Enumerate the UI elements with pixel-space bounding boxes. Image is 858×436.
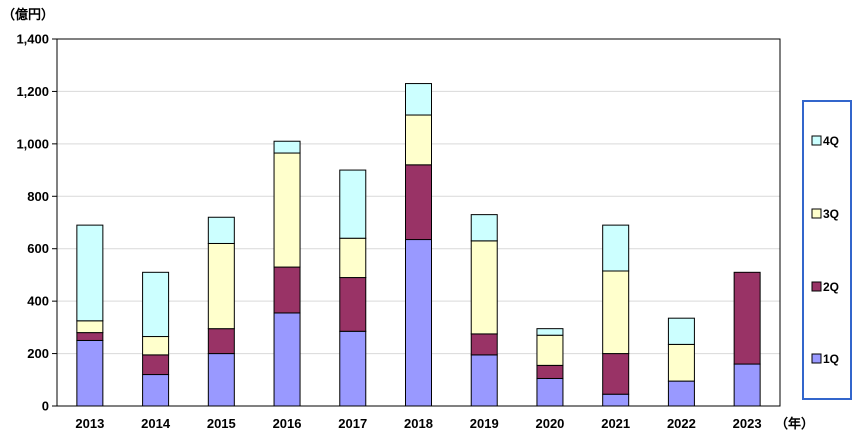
bar-2016-3Q bbox=[273, 152, 301, 268]
ytick-label-1000: 1,000 bbox=[16, 136, 49, 151]
plot-frame bbox=[56, 38, 781, 407]
axes bbox=[56, 38, 781, 407]
xtick-label-2020: 2020 bbox=[535, 416, 564, 431]
xtick-label-2019: 2019 bbox=[470, 416, 499, 431]
bar-2019-1Q bbox=[470, 354, 498, 407]
bar-2022-1Q bbox=[667, 380, 695, 407]
bar-2022-3Q bbox=[667, 343, 695, 382]
bar-2014-4Q bbox=[142, 271, 170, 338]
legend-label-4Q: 4Q bbox=[823, 134, 839, 148]
bar-2020-3Q bbox=[536, 334, 564, 366]
x-axis-unit-label: （年） bbox=[775, 416, 814, 431]
bar-2018-1Q bbox=[405, 239, 432, 407]
bar-2017-1Q bbox=[339, 330, 367, 407]
bar-2021-4Q bbox=[602, 224, 630, 272]
legend-swatch-3Q bbox=[811, 208, 822, 219]
legend-label-2Q: 2Q bbox=[823, 280, 839, 294]
ytick-label-1400: 1,400 bbox=[16, 32, 49, 47]
xtick-label-2016: 2016 bbox=[273, 416, 302, 431]
xtick-label-2017: 2017 bbox=[338, 416, 367, 431]
bar-2020-1Q bbox=[536, 377, 564, 407]
bar-2021-1Q bbox=[602, 393, 630, 407]
ytick-label-1200: 1,200 bbox=[16, 84, 49, 99]
bar-2013-1Q bbox=[76, 339, 104, 407]
bar-2019-2Q bbox=[470, 333, 498, 356]
bar-2014-1Q bbox=[142, 374, 170, 407]
bar-2014-3Q bbox=[142, 336, 170, 356]
bar-2019-4Q bbox=[470, 214, 498, 242]
bar-2017-3Q bbox=[339, 237, 367, 279]
bar-2017-2Q bbox=[339, 277, 367, 332]
bar-2016-1Q bbox=[273, 312, 301, 407]
x-axis-ticks: 2013 2014 2015 2016 2017 2018 2019 2020 2021 2022… bbox=[75, 416, 761, 431]
xtick-label-2023: 2023 bbox=[733, 416, 762, 431]
ytick-label-400: 400 bbox=[27, 294, 49, 309]
bar-2013-3Q bbox=[76, 320, 104, 334]
ytick-label-600: 600 bbox=[27, 241, 49, 256]
xtick-label-2021: 2021 bbox=[601, 416, 630, 431]
bar-2018-2Q bbox=[405, 164, 432, 241]
bar-2015-4Q bbox=[207, 216, 235, 244]
xtick-label-2022: 2022 bbox=[667, 416, 696, 431]
legend: 4Q 3Q 2Q 1Q bbox=[802, 100, 852, 400]
xtick-label-2014: 2014 bbox=[141, 416, 171, 431]
bar-2019-3Q bbox=[470, 240, 498, 335]
y-axis-ticks: 0 200 400 600 800 1,000 1,200 1,400 bbox=[16, 32, 57, 414]
bar-2013-2Q bbox=[76, 332, 104, 341]
legend-swatch-2Q bbox=[811, 281, 822, 292]
ytick-label-200: 200 bbox=[27, 346, 49, 361]
bar-2018-4Q bbox=[405, 83, 432, 116]
bar-2016-4Q bbox=[273, 140, 301, 154]
bar-2021-3Q bbox=[602, 270, 630, 355]
legend-label-1Q: 1Q bbox=[823, 352, 839, 366]
bar-2020-2Q bbox=[536, 364, 564, 379]
legend-frame bbox=[802, 100, 852, 400]
bar-2020-4Q bbox=[536, 328, 564, 336]
ytick-label-800: 800 bbox=[27, 189, 49, 204]
legend-label-3Q: 3Q bbox=[823, 207, 839, 221]
bar-2013-4Q bbox=[76, 224, 104, 322]
bars bbox=[76, 83, 761, 407]
xtick-label-2013: 2013 bbox=[75, 416, 104, 431]
bar-2022-4Q bbox=[667, 317, 695, 345]
bar-2016-2Q bbox=[273, 266, 301, 314]
legend-swatch-1Q bbox=[811, 353, 822, 364]
bar-2015-1Q bbox=[207, 353, 235, 407]
xtick-label-2018: 2018 bbox=[404, 416, 433, 431]
bar-2014-2Q bbox=[142, 354, 170, 376]
bar-2023-2Q bbox=[733, 271, 761, 365]
bar-2015-3Q bbox=[207, 242, 235, 330]
legend-swatch-4Q bbox=[811, 135, 822, 146]
bar-2021-2Q bbox=[602, 353, 630, 395]
bar-2017-4Q bbox=[339, 169, 367, 239]
bar-2023-1Q bbox=[733, 363, 761, 407]
bar-2015-2Q bbox=[207, 328, 235, 355]
ytick-label-0: 0 bbox=[42, 399, 49, 414]
y-axis-unit-label: （億円） bbox=[2, 7, 54, 22]
xtick-label-2015: 2015 bbox=[207, 416, 236, 431]
bar-2018-3Q bbox=[405, 114, 432, 166]
